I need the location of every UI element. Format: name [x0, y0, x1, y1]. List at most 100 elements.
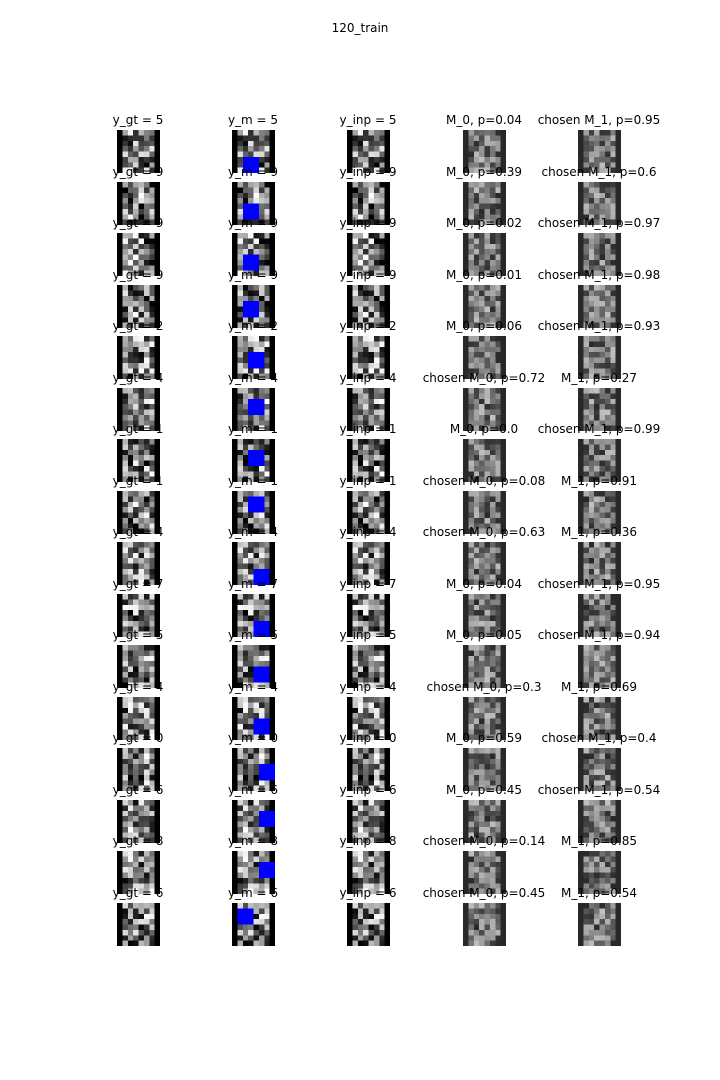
pixel: [593, 501, 599, 507]
pixel: [362, 528, 368, 534]
pixel: [121, 799, 128, 805]
pixel: [154, 769, 160, 775]
pixel: [599, 357, 605, 363]
pixel: [138, 476, 144, 482]
pixel: [484, 135, 490, 141]
pixel: [357, 151, 363, 157]
pixel: [582, 542, 589, 548]
pixel: [373, 615, 379, 621]
pixel: [346, 593, 352, 599]
pixel: [577, 398, 583, 404]
pixel: [362, 181, 368, 187]
digit-pixels: [462, 696, 506, 740]
pixel: [253, 655, 259, 662]
pixel: [154, 254, 160, 260]
pixel: [231, 655, 237, 662]
pixel: [604, 300, 610, 306]
pixel: [500, 316, 506, 323]
pixel: [127, 219, 133, 225]
pixel: [577, 620, 583, 626]
pixel: [269, 414, 275, 420]
pixel: [384, 574, 390, 580]
pixel: [116, 799, 122, 805]
pixel: [593, 425, 599, 431]
pixel: [588, 785, 594, 791]
pixel: [143, 769, 149, 775]
pixel: [604, 856, 610, 862]
pixel: [127, 146, 133, 152]
pixel: [462, 357, 468, 363]
pixel: [478, 208, 484, 214]
pixel: [247, 284, 253, 290]
pixel: [378, 666, 385, 672]
pixel: [231, 558, 237, 564]
pixel: [473, 362, 479, 369]
pixel: [484, 387, 490, 393]
pixel: [368, 661, 374, 667]
pixel: [494, 682, 501, 688]
pixel: [609, 563, 616, 569]
pixel: [489, 403, 495, 409]
subplot-title: M_0, p=0.01: [445, 267, 522, 282]
pixel: [154, 867, 160, 873]
pixel: [346, 409, 352, 415]
pixel: [346, 528, 352, 534]
pixel: [357, 861, 363, 868]
pixel: [148, 867, 155, 873]
digit-pixels: [462, 593, 506, 637]
pixel: [143, 219, 149, 225]
pixel: [154, 238, 160, 244]
pixel: [116, 403, 122, 409]
subplot-title: y_gt = 9: [112, 216, 164, 230]
pixel: [368, 753, 374, 759]
pixel: [500, 259, 506, 266]
pixel: [599, 135, 605, 141]
pixel: [351, 373, 358, 379]
pixel: [357, 336, 363, 342]
pixel: [253, 387, 259, 393]
pixel: [242, 181, 248, 187]
pixel: [615, 357, 621, 363]
pixel: [604, 620, 610, 626]
pixel: [373, 419, 379, 426]
pixel: [484, 167, 490, 173]
pixel: [236, 574, 243, 580]
pixel: [138, 398, 144, 404]
pixel: [577, 311, 583, 317]
pixel: [138, 208, 144, 214]
pixel: [231, 213, 237, 220]
pixel: [615, 707, 621, 713]
pixel: [373, 666, 379, 672]
pixel: [138, 362, 144, 369]
pixel: [154, 346, 160, 353]
pixel: [269, 341, 275, 347]
blue-patch: [242, 254, 259, 271]
pixel: [132, 219, 138, 225]
pixel: [362, 753, 368, 759]
pixel: [473, 140, 479, 147]
pixel: [362, 289, 368, 296]
pixel: [121, 300, 128, 306]
pixel: [473, 167, 479, 173]
pixel: [138, 392, 144, 399]
pixel: [494, 455, 501, 461]
pixel: [357, 579, 363, 585]
pixel: [362, 558, 368, 564]
pixel: [373, 357, 379, 363]
pixel: [263, 341, 270, 347]
pixel: [116, 336, 122, 342]
pixel: [582, 352, 589, 358]
pixel: [609, 785, 616, 791]
pixel: [609, 460, 616, 466]
pixel: [116, 249, 122, 255]
pixel: [588, 403, 594, 409]
pixel: [384, 522, 390, 529]
pixel: [368, 650, 374, 656]
pixel: [362, 851, 368, 857]
pixel: [494, 162, 501, 168]
pixel: [121, 574, 128, 580]
pixel: [577, 392, 583, 399]
pixel: [489, 579, 495, 585]
pixel: [138, 734, 144, 740]
pixel: [258, 197, 264, 203]
